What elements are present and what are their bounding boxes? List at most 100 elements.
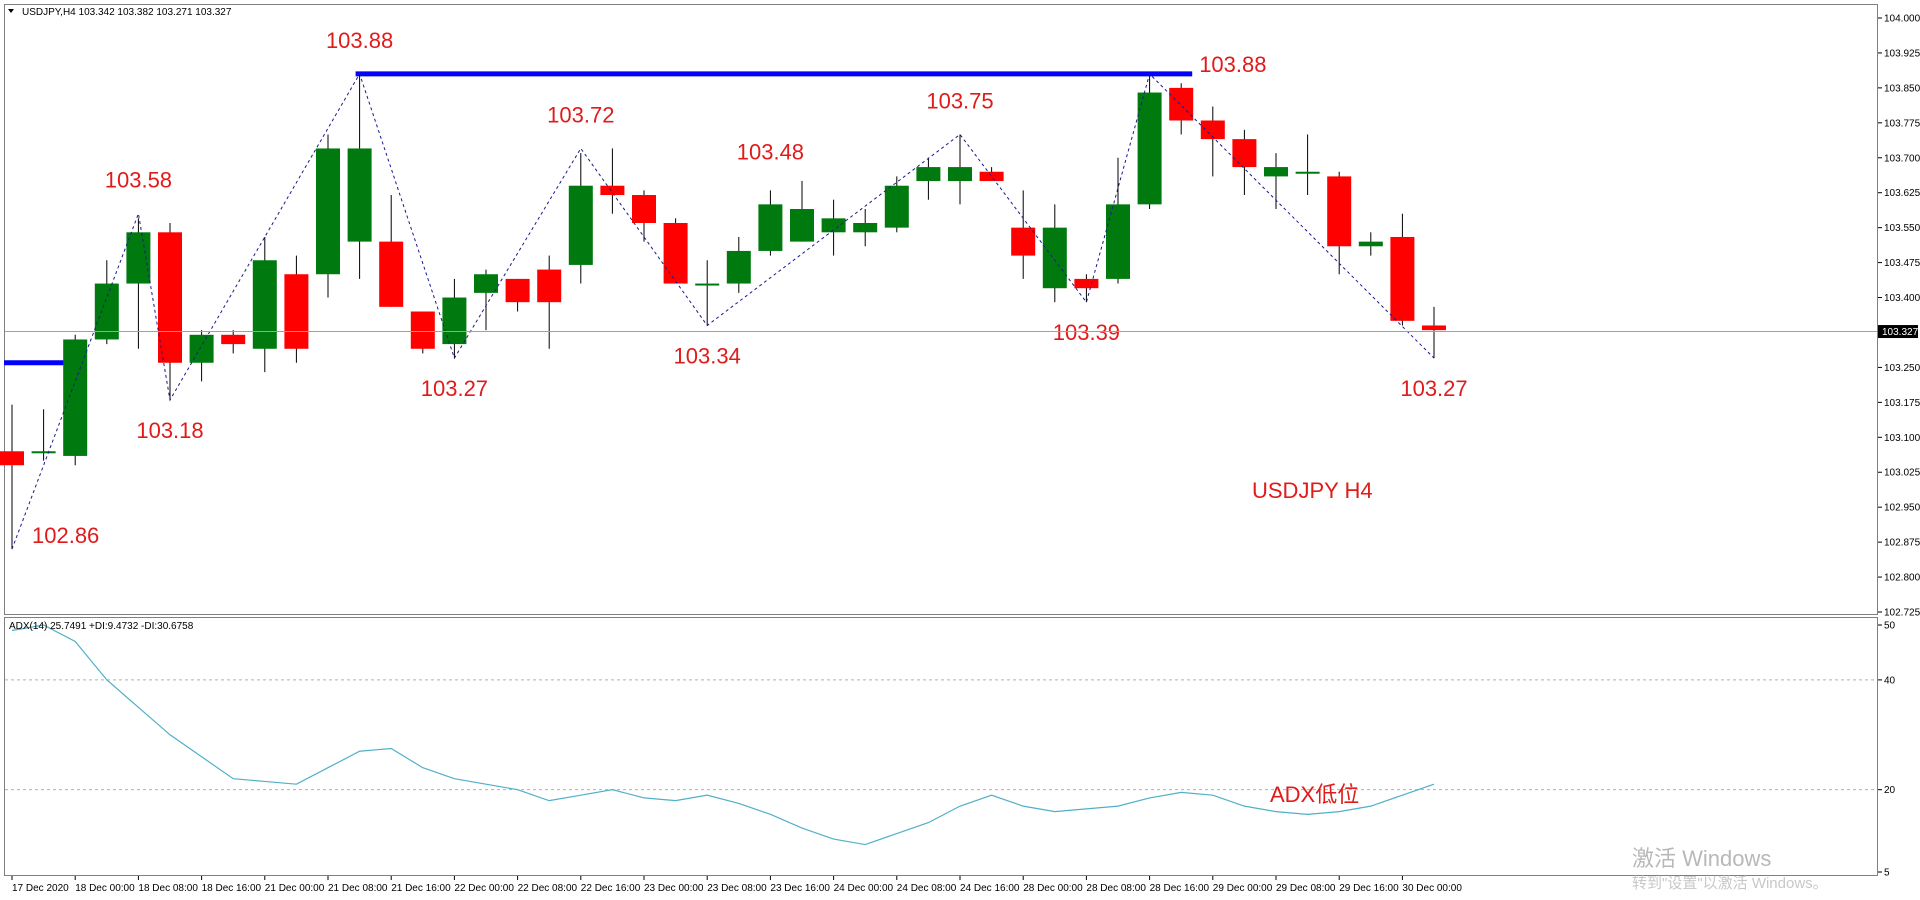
price-tick-label: 104.000: [1884, 14, 1920, 25]
price-tick-label: 102.875: [1884, 538, 1920, 549]
candle-body: [726, 250, 751, 284]
price-tick-label: 103.250: [1884, 363, 1920, 374]
candle-body: [979, 171, 1004, 182]
candle-body: [1074, 278, 1099, 289]
price-annotation: 103.39: [1053, 320, 1120, 345]
price-tick-label: 103.925: [1884, 48, 1920, 59]
price-tick-label: 103.625: [1884, 188, 1920, 199]
collapse-triangle-icon[interactable]: [8, 9, 14, 13]
price-annotation: 103.75: [926, 88, 993, 113]
candle-body: [663, 222, 688, 284]
price-tick-label: 103.700: [1884, 153, 1920, 164]
candle-body: [695, 283, 720, 286]
candle-body: [1137, 92, 1162, 205]
price-annotation: 102.86: [32, 523, 99, 548]
time-tick-label: 22 Dec 00:00: [454, 883, 514, 894]
candle-body: [758, 204, 783, 251]
price-tick-label: 103.100: [1884, 433, 1920, 444]
candle-body: [1327, 176, 1352, 247]
candle-body: [31, 451, 56, 454]
price-tick-label: 103.775: [1884, 118, 1920, 129]
time-tick-label: 24 Dec 00:00: [834, 883, 894, 894]
candle-body: [379, 241, 404, 307]
candle-body: [284, 274, 309, 349]
adx-line: [11, 624, 1435, 846]
candle-body: [1358, 241, 1383, 247]
symbol-label: USDJPY H4: [1252, 478, 1373, 503]
candle-body: [316, 148, 340, 275]
candle-body: [189, 334, 214, 363]
adx-tick-label: 20: [1884, 785, 1896, 796]
price-tick-label: 102.950: [1884, 503, 1920, 514]
candle-body: [1232, 139, 1257, 168]
candle-body: [1422, 325, 1446, 331]
candle-body: [600, 185, 625, 196]
candle-body: [1264, 167, 1288, 177]
watermark-line2: 转到"设置"以激活 Windows。: [1632, 875, 1828, 892]
time-tick-label: 28 Dec 00:00: [1023, 883, 1083, 894]
time-tick-label: 21 Dec 00:00: [265, 883, 325, 894]
candle-body: [916, 167, 941, 182]
candle-body: [537, 269, 562, 303]
candle-body: [1169, 87, 1194, 121]
candle-body: [347, 148, 372, 242]
candle-body: [0, 451, 24, 466]
time-tick-label: 24 Dec 16:00: [960, 883, 1020, 894]
adx-tick-label: 5: [1884, 868, 1890, 879]
time-tick-label: 23 Dec 16:00: [770, 883, 830, 894]
time-tick-label: 28 Dec 16:00: [1150, 883, 1210, 894]
chart-header: USDJPY,H4 103.342 103.382 103.271 103.32…: [22, 7, 232, 18]
time-tick-label: 22 Dec 08:00: [518, 883, 578, 894]
price-tick-label: 103.175: [1884, 398, 1920, 409]
price-tick-label: 102.800: [1884, 573, 1920, 584]
candle-body: [1011, 227, 1036, 256]
price-tick-label: 102.725: [1884, 608, 1920, 619]
time-tick-label: 17 Dec 2020: [12, 883, 69, 894]
time-tick-label: 18 Dec 16:00: [202, 883, 262, 894]
adx-header: ADX(14) 25.7491 +DI:9.4732 -DI:30.6758: [9, 621, 194, 632]
candle-body: [853, 222, 878, 233]
candle-body: [1390, 236, 1415, 321]
adx-panel-frame: [4, 617, 1878, 876]
adx-annotation: ADX低位: [1270, 782, 1359, 807]
candle-body: [442, 297, 467, 345]
price-annotation: 103.72: [547, 102, 614, 127]
candle-body: [1042, 227, 1067, 289]
time-tick-label: 23 Dec 00:00: [644, 883, 704, 894]
price-tick-label: 103.025: [1884, 468, 1920, 479]
candle-body: [126, 232, 151, 284]
time-tick-label: 22 Dec 16:00: [581, 883, 641, 894]
time-tick-label: 29 Dec 16:00: [1339, 883, 1399, 894]
time-tick-label: 29 Dec 00:00: [1213, 883, 1273, 894]
price-axis: 104.000 103.925 103.850 103.775 103.700 103.6…: [1878, 14, 1920, 619]
candle-body: [568, 185, 593, 265]
time-tick-label: 21 Dec 08:00: [328, 883, 388, 894]
candle-body: [158, 232, 182, 363]
price-annotation: 103.58: [105, 168, 172, 193]
watermark-line1: 激活 Windows: [1632, 846, 1771, 871]
candle-body: [505, 278, 530, 303]
candle-body: [632, 195, 656, 223]
current-price-box: [1878, 325, 1918, 339]
price-annotation: 103.27: [421, 376, 488, 401]
candle-body: [94, 283, 119, 340]
time-tick-label: 18 Dec 00:00: [75, 883, 135, 894]
time-tick-label: 23 Dec 08:00: [707, 883, 767, 894]
time-axis: 17 Dec 2020 18 Dec 00:00 18 Dec 08:00 18 De…: [11, 876, 1462, 894]
candle-body: [221, 334, 246, 345]
current-price-label: 103.327: [1882, 327, 1919, 338]
candle-body: [410, 311, 435, 349]
time-tick-label: 28 Dec 08:00: [1086, 883, 1146, 894]
zigzag-line: [11, 72, 1435, 550]
adx-indicator: 50 40 20 5: [5, 621, 1896, 879]
time-tick-label: 29 Dec 08:00: [1276, 883, 1336, 894]
price-tick-label: 103.550: [1884, 223, 1920, 234]
candle-body: [474, 274, 498, 293]
price-tick-label: 103.400: [1884, 293, 1920, 304]
candle-body: [884, 185, 909, 228]
zigzag: [11, 72, 1435, 550]
candle-body: [1295, 171, 1320, 174]
time-tick-label: 18 Dec 08:00: [138, 883, 198, 894]
candle-body: [252, 260, 277, 349]
